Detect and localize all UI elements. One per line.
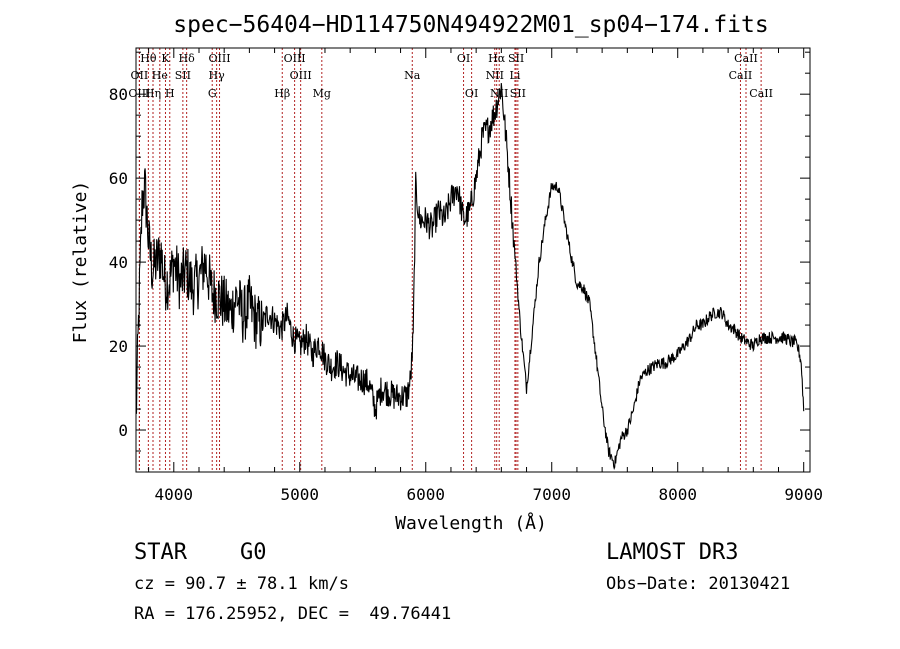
spectral-line-label: Na [404, 69, 421, 82]
x-tick-label: 6000 [406, 485, 445, 504]
spectral-line-label: G [208, 87, 217, 100]
spectral-line-label: OI [465, 87, 478, 100]
y-tick-label: 40 [109, 253, 128, 272]
y-axis-label: Flux (relative) [70, 181, 91, 344]
spectral-line-label: OII [131, 69, 149, 82]
chart-title: spec−56404−HD114750N494922M01_sp04−174.f… [173, 12, 768, 38]
spectral-line-label: SII [510, 87, 526, 100]
spectral-line-label: Hγ [209, 69, 226, 82]
x-tick-label: 4000 [155, 485, 194, 504]
obs-date: Obs−Date: 20130421 [606, 574, 791, 594]
spectral-line-label: Mg [313, 87, 331, 100]
x-axis-label: Wavelength (Å) [395, 512, 547, 534]
spectral-line-label: Hδ [179, 52, 196, 65]
survey-name: LAMOST DR3 [606, 540, 739, 565]
spectral-line-label: He [152, 69, 168, 82]
spectral-line-label: Hθ [140, 52, 157, 65]
x-tick-label: 8000 [658, 485, 697, 504]
spectral-line-label: Li [510, 69, 521, 82]
spectral-line-label: SII [508, 52, 524, 65]
spectral-line-label: SII [175, 69, 191, 82]
x-tick-label: 5000 [281, 485, 320, 504]
y-axis-ticks: 0 20 40 60 80 [109, 51, 810, 452]
spectral-line-label: OI [457, 52, 470, 65]
object-class: STAR [134, 540, 187, 565]
spectral-line-label: NII [486, 69, 504, 82]
spectral-line-label: CaII [729, 69, 753, 82]
y-tick-label: 80 [109, 85, 128, 104]
spectral-line-label: H [165, 87, 175, 100]
spectral-line-label: OIII [284, 52, 306, 65]
x-tick-label: 7000 [532, 485, 571, 504]
plot-frame [135, 47, 811, 473]
spectrum-line [135, 83, 805, 471]
y-tick-label: 0 [118, 421, 128, 440]
y-tick-label: 20 [109, 337, 128, 356]
spectral-line-label: Hβ [274, 87, 290, 100]
y-tick-label: 60 [109, 169, 128, 188]
spectral-line-label: Hα [488, 52, 506, 65]
spectral-line-label: Hη [145, 87, 161, 100]
spectral-line-label: CaII [734, 52, 758, 65]
spectral-line-label: OIII [290, 69, 312, 82]
spectral-line-label: OIII [208, 52, 230, 65]
x-axis-ticks: 4000 5000 6000 7000 8000 9000 [148, 48, 823, 504]
spectral-line-markers [138, 48, 762, 472]
coordinates: RA = 176.25952, DEC = 49.76441 [134, 604, 452, 624]
spectral-line-label: OIII [128, 87, 150, 100]
x-tick-label: 9000 [784, 485, 823, 504]
spectral-line-label: CaII [749, 87, 773, 100]
spectral-line-label: K [161, 52, 170, 65]
object-subclass: G0 [240, 540, 267, 565]
redshift-text: cz = 90.7 ± 78.1 km/s [134, 574, 349, 594]
